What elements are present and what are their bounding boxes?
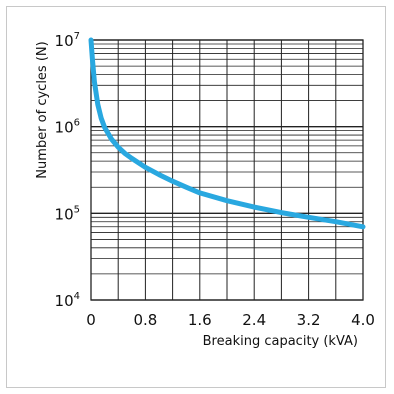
x-tick-label: 1.6 xyxy=(188,311,212,329)
plot-border xyxy=(90,39,364,301)
y-tick-label: 107 xyxy=(55,31,80,50)
chart-frame xyxy=(6,6,386,388)
x-tick-label: 0.8 xyxy=(133,311,157,329)
curve-layer xyxy=(88,37,366,230)
x-tick-label: 2.4 xyxy=(242,311,266,329)
grid xyxy=(90,39,364,301)
x-tick-label: 3.2 xyxy=(297,311,321,329)
y-tick-label: 106 xyxy=(55,118,80,137)
series-line xyxy=(88,37,366,230)
y-axis-label: Number of cycles (N) xyxy=(35,41,50,178)
y-tick-label: 105 xyxy=(55,204,80,223)
tick-labels: 0 0.8 1.6 2.4 3.2 4.0 104 105 106 107 xyxy=(55,31,375,329)
x-axis-label: Breaking capacity (kVA) xyxy=(203,334,358,349)
x-tick-label: 0 xyxy=(86,311,96,329)
y-tick-label: 104 xyxy=(55,291,80,310)
x-tick-label: 4.0 xyxy=(351,311,375,329)
